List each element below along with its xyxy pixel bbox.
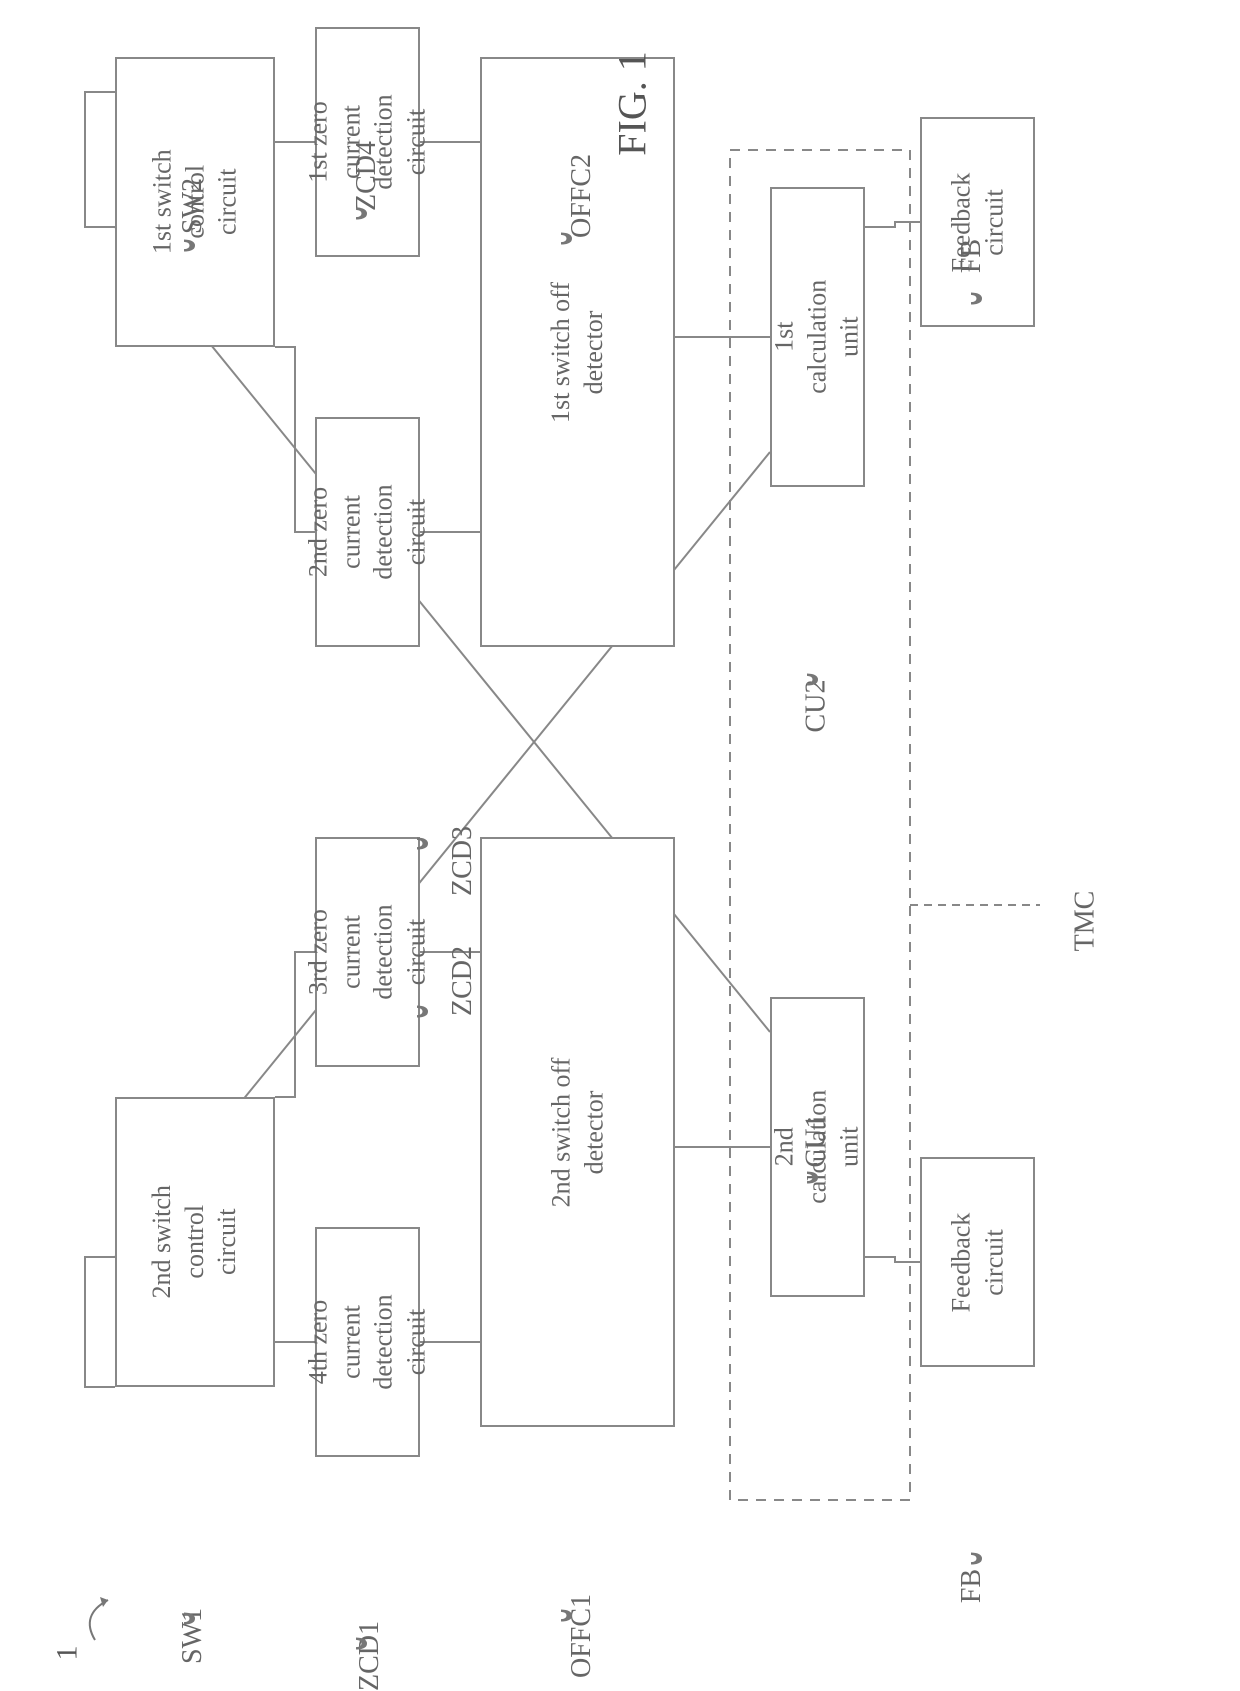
tick-offc2: ⏑ (520, 232, 614, 245)
tick-fb1: ⏑ (930, 1552, 1024, 1565)
tick-zcd4: ⏑ (315, 207, 409, 220)
label-offc2: OFFC2 (566, 154, 598, 238)
reference-arrow (90, 1600, 108, 1640)
tick-cu1: ⏑ (766, 1171, 860, 1184)
label-zcd1: ZCD1 (354, 1621, 386, 1691)
label-cu1: CU1 (800, 1115, 832, 1168)
tick-fb2: ⏑ (930, 292, 1024, 305)
label-fb1: FB (956, 1569, 988, 1603)
label-fb2: FB (956, 239, 988, 273)
tick-zcd2: ⏑ (376, 1005, 470, 1018)
tick-cu2: ⏑ (766, 673, 860, 686)
block-offc1-text: 1st switch off detector (545, 281, 610, 422)
tick-offc1: ⏑ (520, 1609, 614, 1622)
label-offc1: OFFC1 (566, 1594, 598, 1678)
block-fb2: Feedback circuit (920, 1157, 1035, 1367)
block-zcd2-text: 2nd zero current detection circuit (303, 484, 433, 579)
label-cu2: CU2 (800, 680, 832, 733)
label-zcd4: ZCD4 (351, 141, 383, 211)
tick-sw1: ⏑ (143, 1612, 237, 1625)
block-cu1: 1st calculation unit (770, 187, 865, 487)
block-offc2-text: 2nd switch off detector (545, 1057, 610, 1207)
tick-zcd3: ⏑ (376, 837, 470, 850)
block-sw2: 2nd switch control circuit (115, 1097, 275, 1387)
block-zcd2: 2nd zero current detection circuit (315, 417, 420, 647)
figure-title: FIG. 1 (609, 51, 656, 155)
tick-sw2: ⏑ (143, 239, 237, 252)
block-zcd3: 3rd zero current detection circuit (315, 837, 420, 1067)
block-zcd3-text: 3rd zero current detection circuit (303, 904, 433, 999)
block-zcd4-text: 4th zero current detection circuit (303, 1294, 433, 1389)
block-offc2: 2nd switch off detector (480, 837, 675, 1427)
block-cu1-text: 1st calculation unit (769, 280, 867, 394)
block-zcd4: 4th zero current detection circuit (315, 1227, 420, 1457)
block-diagram: 1st switch control circuit 2nd switch co… (0, 0, 1240, 1647)
label-sw2: SW2 (177, 178, 209, 234)
block-sw2-text: 2nd switch control circuit (146, 1185, 244, 1298)
reference-number: 1 (51, 1646, 85, 1661)
reference-arrowhead (100, 1597, 108, 1607)
tick-zcd1: ⏑ (315, 1637, 409, 1650)
label-tmc: TMC (1069, 891, 1101, 952)
block-fb2-text: Feedback circuit (945, 1212, 1010, 1312)
